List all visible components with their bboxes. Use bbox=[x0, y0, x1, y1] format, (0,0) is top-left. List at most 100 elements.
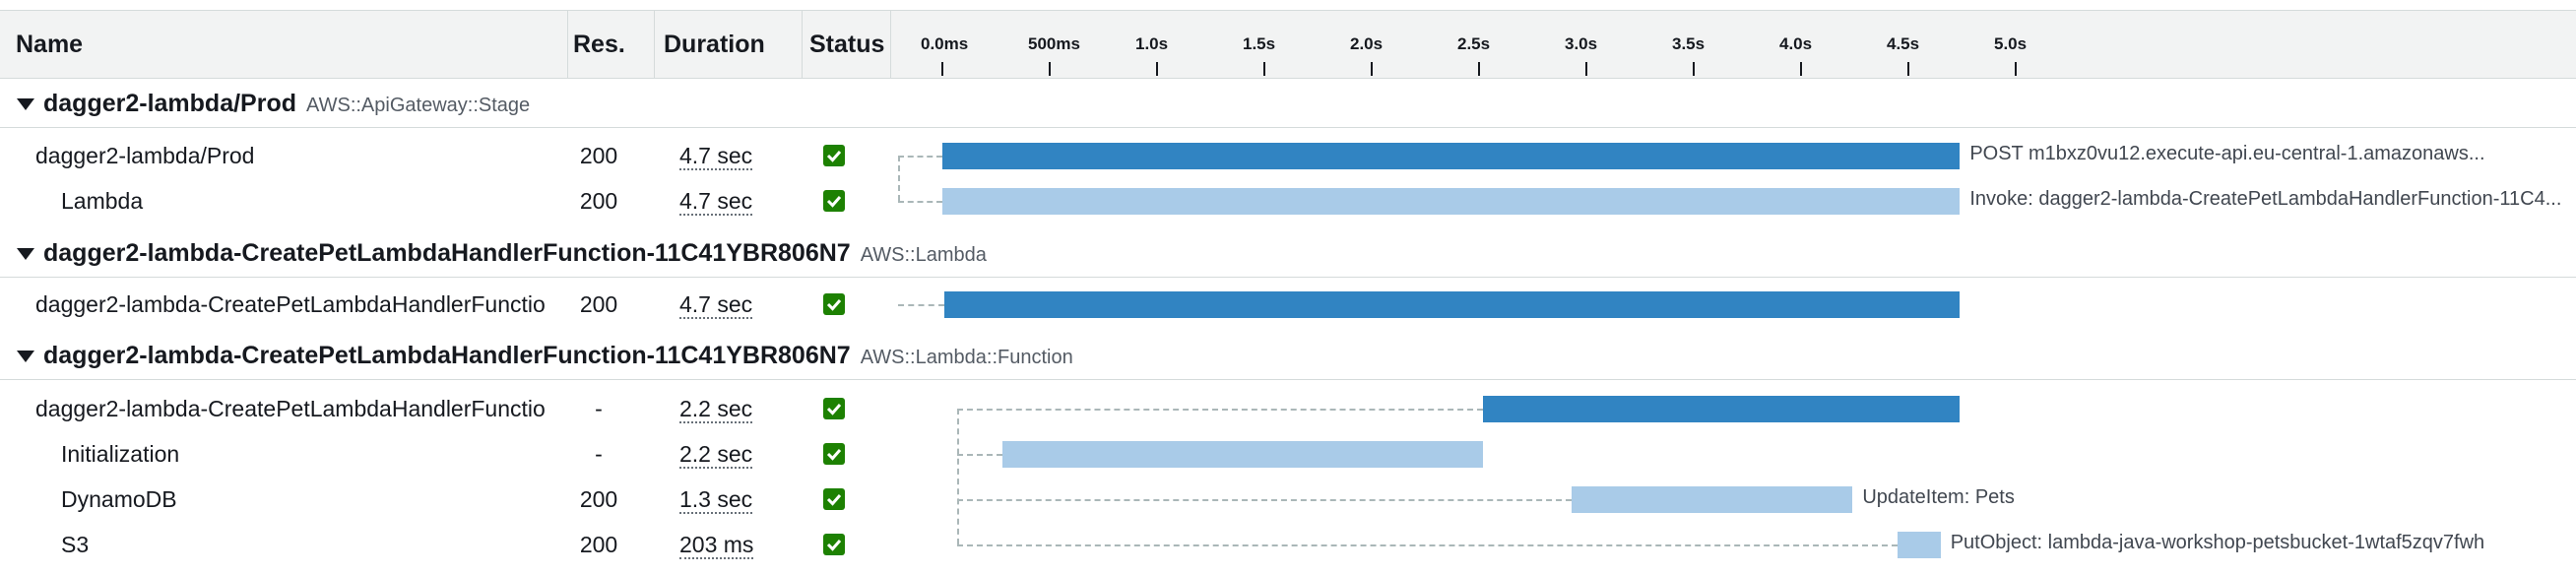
segment-group-type: AWS::Lambda::Function bbox=[860, 347, 1073, 368]
timeline-bar-label: UpdateItem: Pets bbox=[1862, 486, 2015, 508]
segment-group-title: dagger2-lambda-CreatePetLambdaHandlerFun… bbox=[43, 239, 987, 268]
timeline-connector bbox=[898, 304, 945, 306]
segment-group-title: dagger2-lambda-CreatePetLambdaHandlerFun… bbox=[43, 342, 1073, 370]
segment-group-type: AWS::Lambda bbox=[860, 244, 987, 266]
segment-group-title: dagger2-lambda/Prod AWS::ApiGateway::Stag… bbox=[43, 90, 530, 118]
segment-row[interactable]: dagger2-lambda-CreatePetLambdaHandlerFun… bbox=[0, 387, 2576, 432]
timeline-connector bbox=[898, 156, 942, 158]
segment-response-code: 200 bbox=[579, 486, 618, 512]
segment-response-code: 200 bbox=[579, 291, 618, 317]
column-divider bbox=[802, 11, 803, 78]
segment-name: Initialization bbox=[61, 441, 180, 467]
segment-name: dagger2-lambda-CreatePetLambdaHandlerFun… bbox=[35, 396, 546, 421]
segment-duration[interactable]: 2.2 sec bbox=[679, 441, 753, 469]
timeline-tick-mark bbox=[1907, 62, 1909, 76]
segment-response-code: 200 bbox=[579, 143, 618, 168]
timeline-bar[interactable] bbox=[1483, 396, 1961, 422]
timeline-connector bbox=[957, 499, 1572, 501]
segment-duration[interactable]: 4.7 sec bbox=[679, 291, 753, 319]
segment-row[interactable]: DynamoDB 200 1.3 sec UpdateItem: Pets bbox=[0, 478, 2576, 523]
column-divider bbox=[654, 11, 655, 78]
timeline-bar[interactable] bbox=[942, 143, 1961, 169]
segment-duration[interactable]: 2.2 sec bbox=[679, 396, 753, 423]
collapse-triangle-icon[interactable] bbox=[17, 98, 34, 110]
timeline-tick-label: 3.5s bbox=[1672, 34, 1706, 53]
timeline-bar[interactable] bbox=[944, 291, 1961, 318]
timeline-tick-label: 4.0s bbox=[1779, 34, 1813, 53]
segment-row[interactable]: S3 200 203 ms PutObject: lambda-java-worksh… bbox=[0, 523, 2576, 568]
timeline-tick-mark bbox=[1371, 62, 1373, 76]
timeline-bar-label: Invoke: dagger2-lambda-CreatePetLambdaHa… bbox=[1969, 188, 2562, 210]
timeline-connector bbox=[898, 156, 900, 201]
segment-response-code: 200 bbox=[579, 188, 618, 214]
status-ok-check-icon bbox=[823, 190, 845, 212]
timeline-tick-label: 500ms bbox=[1028, 34, 1080, 53]
timeline-bar-label: PutObject: lambda-java-workshop-petsbuck… bbox=[1950, 532, 2485, 553]
timeline-tick-mark bbox=[1049, 62, 1051, 76]
segment-group-header[interactable]: dagger2-lambda-CreatePetLambdaHandlerFun… bbox=[0, 337, 2576, 380]
segment-response-code: - bbox=[595, 396, 603, 421]
column-divider bbox=[567, 11, 568, 78]
segment-group-name: dagger2-lambda/Prod bbox=[43, 90, 296, 117]
status-ok-check-icon bbox=[823, 534, 845, 555]
segment-response-code: 200 bbox=[579, 532, 618, 557]
segment-row[interactable]: dagger2-lambda/Prod 200 4.7 sec POST m1bxz0… bbox=[0, 134, 2576, 179]
timeline-tick-label: 0.0ms bbox=[921, 34, 969, 53]
segment-row[interactable]: Lambda 200 4.7 sec Invoke: dagger2-lambda-C… bbox=[0, 179, 2576, 224]
timeline-tick-mark bbox=[1693, 62, 1695, 76]
timeline-connector bbox=[898, 201, 942, 203]
segment-row[interactable]: dagger2-lambda-CreatePetLambdaHandlerFun… bbox=[0, 283, 2576, 328]
column-header-status[interactable]: Status bbox=[809, 31, 885, 58]
segment-group-type: AWS::ApiGateway::Stage bbox=[306, 95, 531, 116]
collapse-triangle-icon[interactable] bbox=[17, 351, 34, 362]
trace-table-header: Name Res. Duration Status 0.0ms 500ms 1.0s… bbox=[0, 10, 2576, 79]
timeline-connector bbox=[957, 409, 959, 544]
timeline-tick-label: 3.0s bbox=[1565, 34, 1598, 53]
segment-name: Lambda bbox=[61, 188, 144, 214]
segment-name: dagger2-lambda-CreatePetLambdaHandlerFun… bbox=[35, 291, 546, 317]
timeline-tick-mark bbox=[1263, 62, 1265, 76]
timeline-tick-label: 4.5s bbox=[1887, 34, 1920, 53]
timeline-tick-label: 1.5s bbox=[1243, 34, 1276, 53]
column-divider bbox=[890, 11, 891, 78]
segment-duration[interactable]: 4.7 sec bbox=[679, 143, 753, 170]
timeline-bar[interactable] bbox=[1002, 441, 1484, 468]
column-header-name[interactable]: Name bbox=[16, 31, 84, 58]
segment-name: dagger2-lambda/Prod bbox=[35, 143, 255, 168]
timeline-bar[interactable] bbox=[942, 188, 1961, 215]
timeline-connector bbox=[957, 544, 1899, 546]
column-header-res[interactable]: Res. bbox=[573, 31, 625, 58]
segment-name: DynamoDB bbox=[61, 486, 177, 512]
timeline-tick-label: 2.0s bbox=[1350, 34, 1384, 53]
timeline-bar[interactable] bbox=[1898, 532, 1941, 558]
status-ok-check-icon bbox=[823, 443, 845, 465]
timeline-tick-label: 1.0s bbox=[1135, 34, 1169, 53]
segment-group-name: dagger2-lambda-CreatePetLambdaHandlerFun… bbox=[43, 239, 851, 267]
timeline-bar-label: POST m1bxz0vu12.execute-api.eu-central-1… bbox=[1969, 143, 2485, 164]
status-ok-check-icon bbox=[823, 145, 845, 166]
segment-response-code: - bbox=[595, 441, 603, 467]
status-ok-check-icon bbox=[823, 398, 845, 419]
timeline-tick-label: 2.5s bbox=[1457, 34, 1491, 53]
collapse-triangle-icon[interactable] bbox=[17, 248, 34, 260]
timeline-bar[interactable] bbox=[1571, 486, 1853, 513]
timeline-tick-mark bbox=[2015, 62, 2017, 76]
segment-row[interactable]: Initialization - 2.2 sec bbox=[0, 432, 2576, 478]
segment-group-header[interactable]: dagger2-lambda/Prod AWS::ApiGateway::Stag… bbox=[0, 85, 2576, 128]
segment-duration[interactable]: 4.7 sec bbox=[679, 188, 753, 216]
timeline-connector bbox=[957, 409, 1484, 411]
segment-group-header[interactable]: dagger2-lambda-CreatePetLambdaHandlerFun… bbox=[0, 234, 2576, 278]
timeline-tick-mark bbox=[1156, 62, 1158, 76]
status-ok-check-icon bbox=[823, 488, 845, 510]
timeline-tick-mark bbox=[1585, 62, 1587, 76]
segment-group-name: dagger2-lambda-CreatePetLambdaHandlerFun… bbox=[43, 342, 851, 369]
timeline-tick-mark bbox=[1800, 62, 1802, 76]
segment-duration[interactable]: 203 ms bbox=[679, 532, 754, 559]
timeline-tick-label: 5.0s bbox=[1994, 34, 2028, 53]
segment-duration[interactable]: 1.3 sec bbox=[679, 486, 753, 514]
segment-name: S3 bbox=[61, 532, 90, 557]
timeline-connector bbox=[957, 454, 1003, 456]
status-ok-check-icon bbox=[823, 293, 845, 315]
column-header-duration[interactable]: Duration bbox=[664, 31, 765, 58]
timeline-tick-mark bbox=[941, 62, 943, 76]
